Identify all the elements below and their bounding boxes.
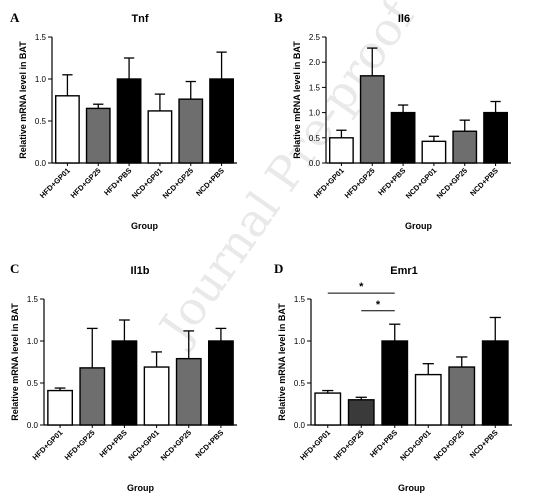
category-label: NCD+PBS xyxy=(468,428,500,460)
y-tick-label: 1.0 xyxy=(35,75,47,84)
y-tick-label: 0.5 xyxy=(27,379,39,388)
y-tick-label: 1.0 xyxy=(27,337,39,346)
bar xyxy=(414,373,442,426)
y-tick-label: 0.5 xyxy=(294,379,306,388)
y-tick-label: 1.5 xyxy=(309,83,321,92)
y-tick-label: 0.0 xyxy=(294,421,306,430)
significance-star: * xyxy=(359,281,364,293)
category-label: HFD+PBS xyxy=(98,428,129,459)
bar xyxy=(381,340,409,426)
chart-panel-a: A Tnf 0.0 0.5 1.0 1.5 Relative mRNA level in B… xyxy=(10,10,237,231)
bar xyxy=(452,130,478,164)
bar xyxy=(147,110,173,164)
chart-title: Il6 xyxy=(398,13,410,25)
category-label: HFD+PBS xyxy=(368,428,399,459)
bar xyxy=(209,78,235,164)
bar xyxy=(116,78,142,164)
panel-letter: D xyxy=(274,261,283,276)
y-tick-label: 0.5 xyxy=(35,117,47,126)
chart-title: Tnf xyxy=(131,13,148,25)
category-label: HFD+GP25 xyxy=(63,428,97,462)
y-tick-label: 2.0 xyxy=(309,58,321,67)
bar xyxy=(421,140,447,164)
y-tick-label: 0.5 xyxy=(309,134,321,143)
panel-letter: A xyxy=(10,10,20,25)
y-axis-label: Relative mRNA level in BAT xyxy=(277,303,287,421)
y-axis-label: Relative mRNA level in BAT xyxy=(292,41,302,159)
category-label: HFD+GP25 xyxy=(343,166,377,200)
bar xyxy=(448,366,476,426)
y-axis-label: Relative mRNA level in BAT xyxy=(10,303,20,421)
category-label: HFD+GP25 xyxy=(69,166,103,200)
bar xyxy=(55,95,80,164)
y-tick-label: 0.0 xyxy=(27,421,39,430)
category-label: HFD+PBS xyxy=(376,166,407,197)
category-label: NCD+GP25 xyxy=(432,428,467,463)
y-tick-label: 0.0 xyxy=(309,159,321,168)
y-tick-label: 1.5 xyxy=(27,295,39,304)
category-label: NCD+GP25 xyxy=(161,166,196,201)
bar xyxy=(347,399,375,426)
category-label: NCD+GP01 xyxy=(404,166,439,201)
bar xyxy=(314,392,342,426)
bar xyxy=(390,111,416,164)
category-label: HFD+PBS xyxy=(102,166,133,197)
bar xyxy=(79,367,106,426)
y-tick-label: 1.0 xyxy=(309,109,321,118)
y-tick-label: 1.5 xyxy=(35,33,47,42)
y-tick-label: 2.5 xyxy=(309,33,321,42)
bar xyxy=(178,98,204,164)
bar xyxy=(85,107,111,164)
panel-letter: C xyxy=(10,261,19,276)
category-label: NCD+PBS xyxy=(468,166,500,198)
bar xyxy=(111,340,138,426)
panel-letter: B xyxy=(274,10,283,25)
category-label: NCD+GP01 xyxy=(130,166,165,201)
bar xyxy=(329,137,354,164)
x-axis-label: Group xyxy=(398,483,425,493)
x-axis-label: Group xyxy=(127,483,154,493)
bar xyxy=(47,389,74,426)
x-axis-label: Group xyxy=(131,221,158,231)
bar xyxy=(483,111,509,164)
category-label: NCD+GP25 xyxy=(435,166,470,201)
y-axis-label: Relative mRNA level in BAT xyxy=(18,41,28,159)
category-label: NCD+PBS xyxy=(194,166,226,198)
chart-title: Emr1 xyxy=(390,265,418,277)
category-label: NCD+GP01 xyxy=(398,428,433,463)
category-label: HFD+GP25 xyxy=(332,428,366,462)
category-label: NCD+GP01 xyxy=(126,428,161,463)
chart-title: Il1b xyxy=(131,265,150,277)
y-tick-label: 0.0 xyxy=(35,159,47,168)
bar xyxy=(359,75,385,164)
category-label: NCD+GP25 xyxy=(159,428,194,463)
significance-star: * xyxy=(376,299,381,311)
bar xyxy=(207,340,234,426)
y-tick-label: 1.5 xyxy=(294,295,306,304)
category-label: HFD+GP01 xyxy=(31,428,65,462)
category-label: NCD+PBS xyxy=(193,428,225,460)
x-axis-label: Group xyxy=(405,221,432,231)
category-label: HFD+GP01 xyxy=(38,166,72,200)
bar xyxy=(143,366,170,426)
chart-panel-d: D Emr1 0.0 0.5 1.0 1.5 Relative mRNA level in … xyxy=(274,261,512,493)
bar xyxy=(481,340,509,426)
category-label: HFD+GP01 xyxy=(298,428,332,462)
bar xyxy=(175,357,202,426)
y-tick-label: 1.0 xyxy=(294,337,306,346)
